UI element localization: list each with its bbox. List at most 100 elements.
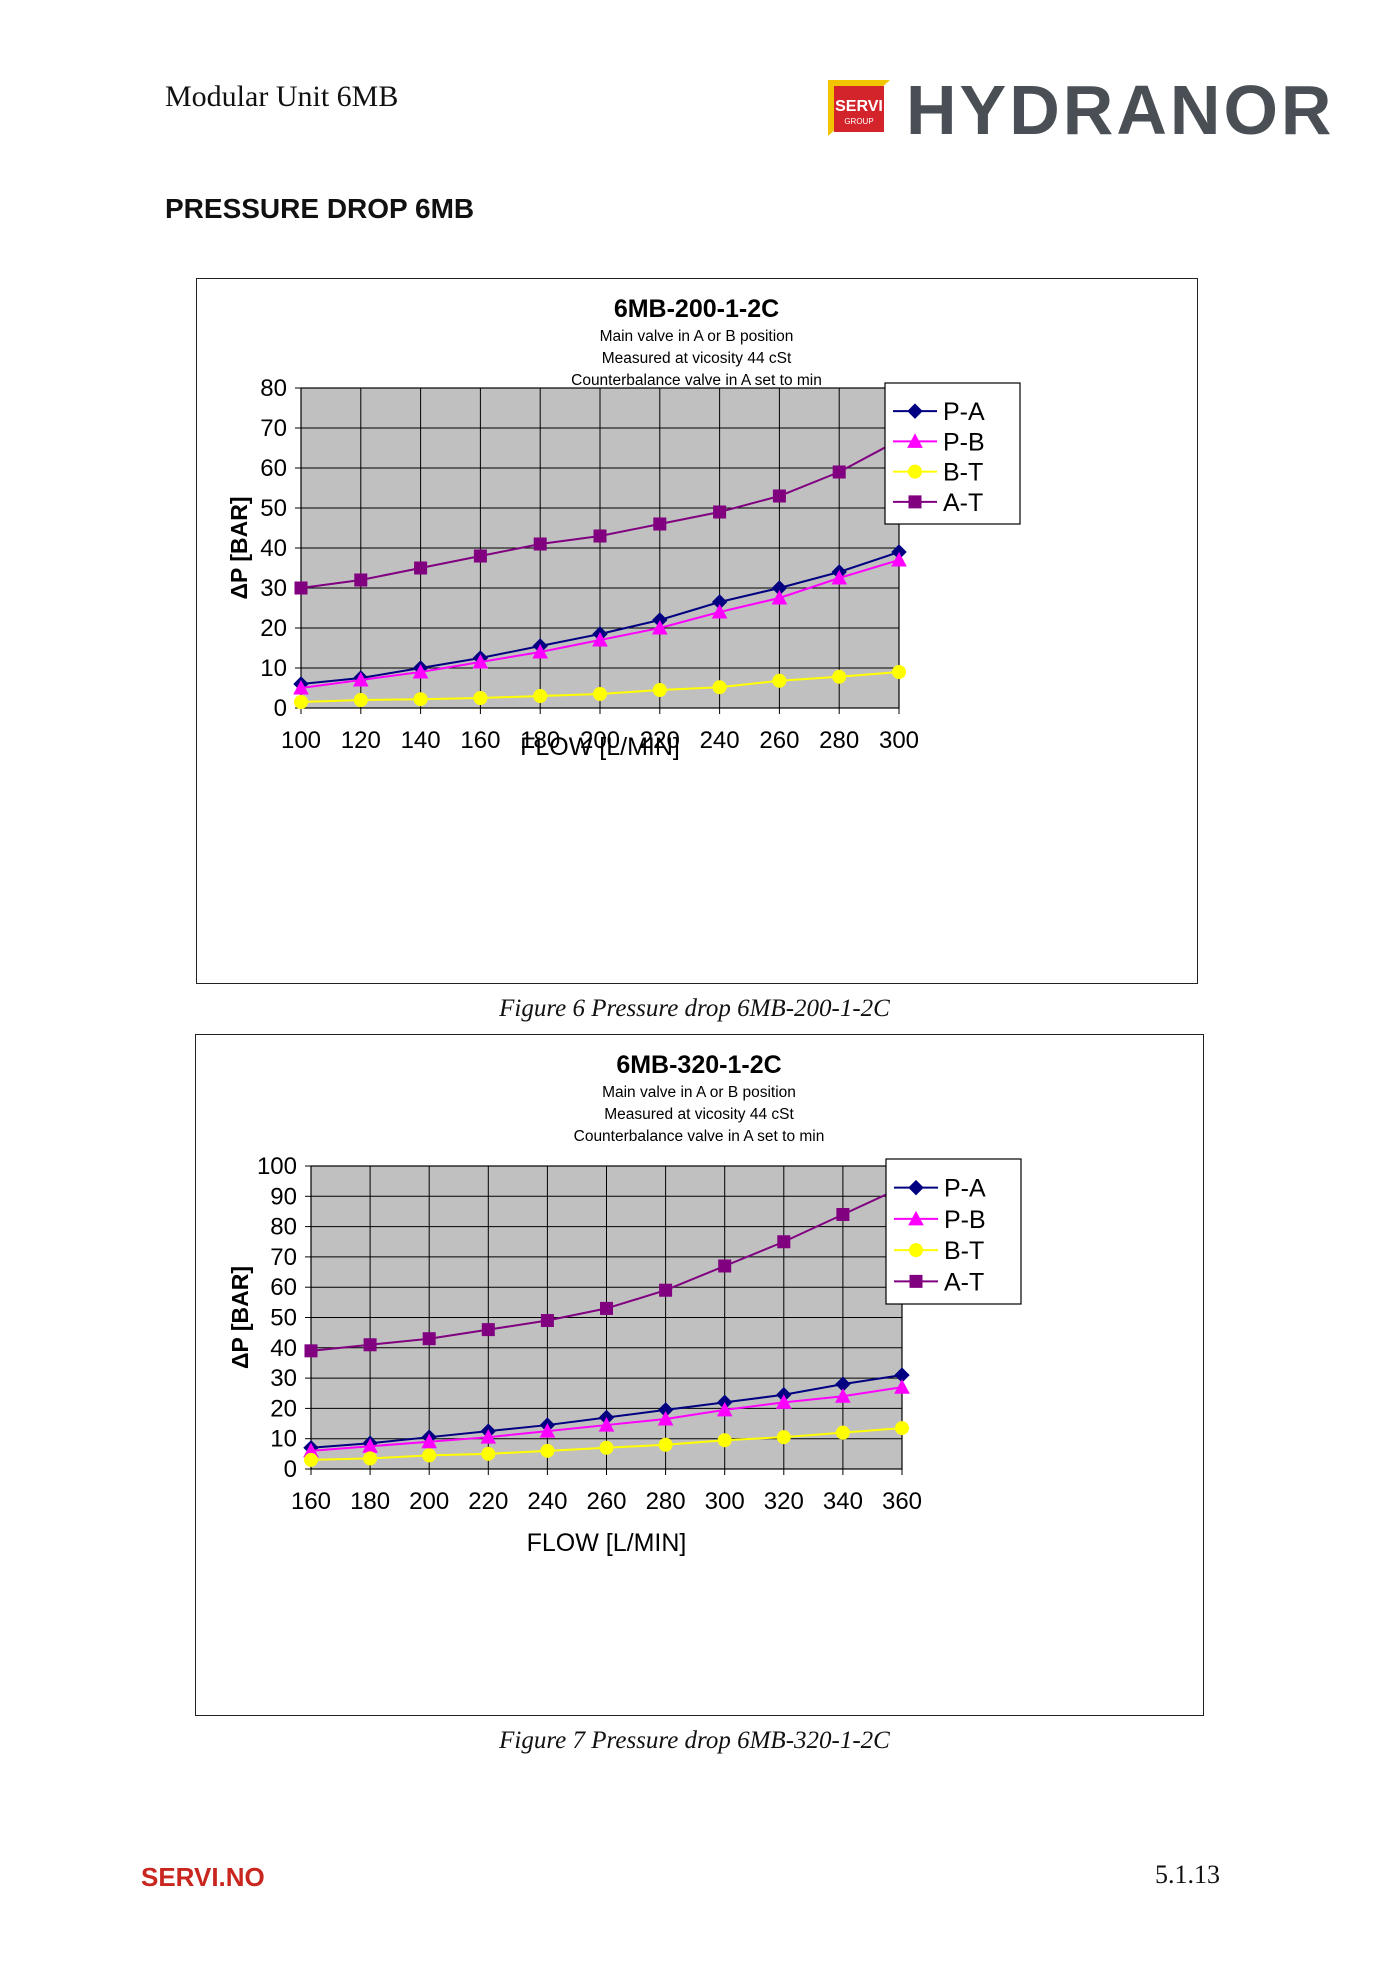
chart1-x-tick-label: 240 [700,727,740,754]
chart1-y-axis-label: ΔP [BAR] [226,497,252,600]
chart2-x-tick-label: 340 [823,1488,863,1515]
chart1-point-A-T [653,517,667,531]
chart-2-frame: 6MB-320-1-2C Main valve in A or B positio… [195,1034,1204,1716]
chart1-legend-label-B-T: B-T [943,459,983,487]
chart2-x-tick-label: 360 [882,1488,922,1515]
chart1-point-P-B [831,569,848,585]
chart2-y-tick-label: 50 [270,1305,297,1332]
figure-7-caption: Figure 7 Pressure drop 6MB-320-1-2C [499,1727,890,1754]
chart1-point-P-B [352,671,369,687]
chart1-point-B-T [832,669,847,684]
chart-1-frame: 6MB-200-1-2C Main valve in A or B positio… [196,278,1198,984]
chart2-point-B-T [658,1437,673,1452]
chart2-point-A-T [718,1259,732,1273]
chart1-subtitle-2: Measured at vicosity 44 cSt [602,350,792,367]
chart2-point-A-T [777,1235,791,1249]
chart1-legend-marker-B-T [908,464,922,479]
chart1-point-P-B [293,679,309,695]
chart2-point-A-T [540,1314,554,1328]
chart2-legend-label-P-A: P-A [944,1175,986,1203]
chart2-title: 6MB-320-1-2C [616,1051,781,1079]
chart2-x-tick-label: 320 [764,1488,804,1515]
chart2-point-A-T [481,1323,495,1337]
chart2-point-A-T [422,1332,436,1346]
chart1-x-tick-label: 140 [401,727,441,754]
chart-2: 6MB-320-1-2C Main valve in A or B positio… [227,1051,1022,1557]
chart2-subtitle-3: Counterbalance valve in A set to min [574,1128,825,1145]
chart1-point-P-B [472,653,489,669]
figure-6-caption: Figure 6 Pressure drop 6MB-200-1-2C [499,995,890,1022]
chart1-point-B-T [533,689,548,703]
chart2-x-tick-label: 180 [350,1488,390,1515]
chart2-legend-label-P-B: P-B [944,1206,986,1234]
chart1-y-tick-label: 20 [260,615,287,642]
chart2-y-tick-label: 60 [270,1274,297,1301]
chart2-point-A-T [836,1207,850,1221]
chart1-x-tick-label: 160 [460,727,500,754]
chart1-x-axis-label: FLOW [L/MIN] [520,733,680,761]
chart1-point-B-T [294,695,308,709]
chart1-point-B-T [892,665,906,679]
chart1-point-P-B [651,619,668,635]
chart2-point-B-T [835,1425,850,1440]
chart-1: 6MB-200-1-2C Main valve in A or B positio… [226,295,1021,761]
chart1-point-P-B [532,643,549,659]
chart1-x-tick-label: 100 [281,727,321,754]
chart1-point-A-T [354,573,368,587]
chart2-legend-label-B-T: B-T [944,1237,984,1265]
chart2-subtitle-1: Main valve in A or B position [602,1084,796,1101]
chart1-point-A-T [832,465,846,479]
chart1-x-tick-label: 200 [580,727,620,754]
chart2-point-P-B [716,1401,733,1417]
chart2-point-A-T [304,1344,318,1358]
chart2-point-B-T [304,1452,318,1467]
chart2-y-tick-label: 80 [270,1214,297,1241]
chart1-series-B-T [294,665,906,709]
chart1-point-B-T [413,692,428,707]
logo-mark-text-1: SERVI [835,98,883,115]
chart1-y-tick-label: 10 [260,655,287,682]
chart1-y-tick-label: 30 [260,575,287,602]
chart2-point-B-T [895,1421,909,1436]
chart2-legend-marker-P-A [908,1179,924,1196]
chart1-legend-marker-P-B [907,433,923,448]
chart1-y-tick-label: 70 [260,415,287,442]
chart1-x-tick-label: 220 [640,727,680,754]
chart2-y-tick-label: 70 [270,1244,297,1271]
chart2-x-tick-label: 300 [705,1488,745,1515]
chart1-point-P-B [891,551,907,567]
chart1-x-tick-label: 180 [520,727,560,754]
chart2-point-A-T [363,1338,377,1352]
chart2-x-tick-label: 220 [468,1488,508,1515]
chart1-legend-marker-A-T [908,495,922,509]
hydranor-logo: SERVI GROUP HYDRANOR [828,71,1338,149]
chart1-legend-label-A-T: A-T [943,489,983,517]
chart1-point-A-T [713,505,727,519]
chart2-point-P-B [775,1394,792,1409]
chart2-point-B-T [540,1443,555,1458]
chart1-legend: P-AP-B B-TA-T [884,382,1021,525]
chart1-point-B-T [353,693,368,707]
chart2-point-P-B [539,1423,556,1438]
chart2-legend: P-A P-B B-T A-T [885,1158,1022,1305]
chart1-point-B-T [652,683,667,697]
chart1-point-B-T [772,673,787,688]
chart2-legend-marker-A-T [909,1274,923,1288]
chart1-subtitle-1: Main valve in A or B position [600,328,794,345]
chart2-point-B-T [422,1448,437,1463]
chart1-x-tick-label: 280 [819,727,859,754]
chart1-legend-label-P-B: P-B [943,428,985,456]
chart1-point-A-T [772,489,786,503]
chart1-point-B-T [593,687,607,701]
chart2-point-P-B [480,1429,497,1444]
page-number: 5.1.13 [1155,1860,1220,1889]
chart2-point-P-B [657,1410,674,1426]
chart2-series-B-T [304,1421,909,1467]
chart2-y-tick-label: 30 [270,1365,297,1392]
chart2-point-B-T [599,1440,614,1455]
chart2-y-axis-label: ΔP [BAR] [227,1266,253,1369]
chart1-legend-box [884,382,1021,525]
chart1-series-A-T [294,433,906,595]
chart1-point-P-B [771,589,788,605]
chart2-subtitle-2: Measured at vicosity 44 cSt [604,1106,794,1123]
